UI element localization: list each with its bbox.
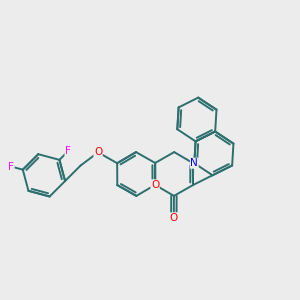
Text: O: O <box>151 180 159 190</box>
Text: F: F <box>8 162 14 172</box>
Text: F: F <box>65 146 71 156</box>
Text: O: O <box>170 213 178 223</box>
Text: N: N <box>190 158 198 168</box>
Text: O: O <box>94 147 102 158</box>
